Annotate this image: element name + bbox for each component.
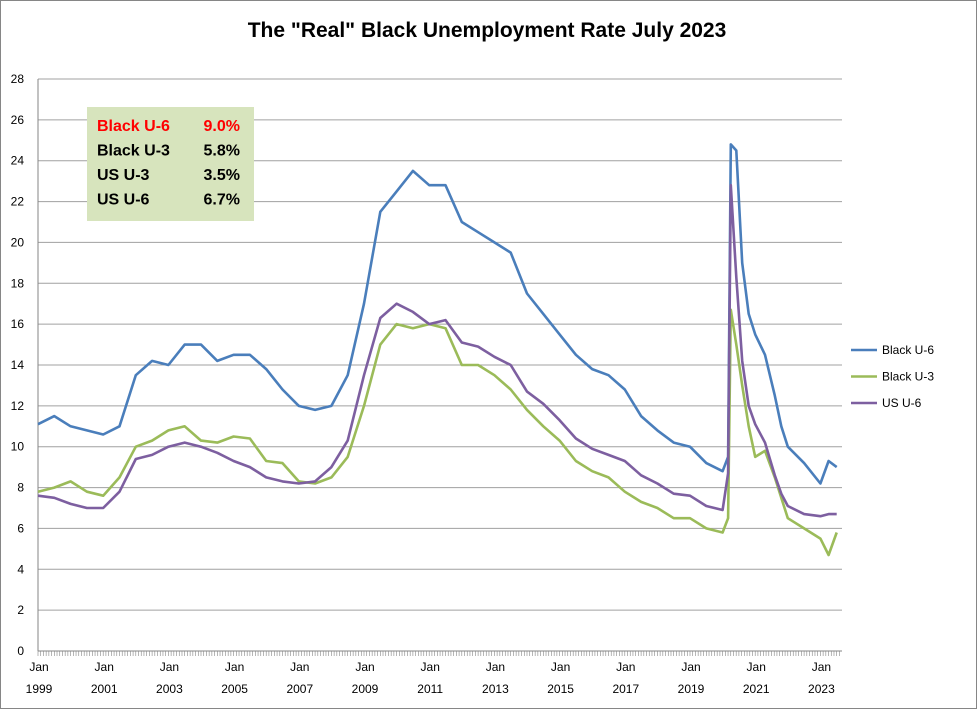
x-tick-label: Jan <box>29 660 48 674</box>
y-tick-label: 16 <box>11 317 25 331</box>
x-tick-label: 2015 <box>547 682 574 696</box>
series-line-us-u-6 <box>37 183 837 518</box>
y-tick-label: 18 <box>11 276 25 290</box>
x-tick-label: 2001 <box>91 682 118 696</box>
x-tick-label: Jan <box>747 660 766 674</box>
annotation-label: Black U-3 <box>97 143 170 160</box>
x-tick-label: Jan <box>225 660 244 674</box>
legend-label: Black U-3 <box>882 370 934 384</box>
x-tick-label: 2013 <box>482 682 509 696</box>
x-tick-label: 2023 <box>808 682 835 696</box>
legend-label: US U-6 <box>882 396 922 410</box>
x-tick-label: 2007 <box>286 682 313 696</box>
annotation-box: Black U-6 9.0% Black U-3 5.8% US U-3 3.5% US U… <box>87 107 254 221</box>
x-tick-label: Jan <box>681 660 700 674</box>
y-tick-label: 8 <box>17 481 24 495</box>
x-tick-label: Jan <box>355 660 374 674</box>
x-tick-label: 1999 <box>26 682 53 696</box>
x-tick-label: 2011 <box>417 682 443 696</box>
x-tick-label: Jan <box>616 660 635 674</box>
y-tick-label: 6 <box>17 521 24 535</box>
chart-title: The "Real" Black Unemployment Rate July … <box>248 19 727 42</box>
y-tick-label: 12 <box>11 399 25 413</box>
legend: Black U-6 Black U-3 US U-6 <box>851 343 934 410</box>
y-tick-label: 10 <box>11 440 25 454</box>
annotation-label: US U-3 <box>97 167 150 184</box>
annotation-value: 6.7% <box>204 192 240 209</box>
annotation-value: 9.0% <box>204 118 240 135</box>
annotation-label: US U-6 <box>97 192 150 209</box>
x-axis: Jan 1999 Jan 2001 Jan 2003 Jan 2005 Jan 2007 Jan 20… <box>26 650 842 696</box>
x-tick-label: 2005 <box>221 682 248 696</box>
legend-label: Black U-6 <box>882 343 934 357</box>
x-tick-label: 2021 <box>743 682 770 696</box>
x-tick-label: 2009 <box>352 682 379 696</box>
y-tick-label: 24 <box>11 154 25 168</box>
x-tick-label: Jan <box>421 660 440 674</box>
x-tick-label: Jan <box>486 660 505 674</box>
y-tick-label: 4 <box>17 562 24 576</box>
annotation-label: Black U-6 <box>97 118 170 135</box>
x-tick-label: 2019 <box>678 682 705 696</box>
annotation-value: 3.5% <box>204 167 240 184</box>
x-tick-label: 2003 <box>156 682 183 696</box>
y-tick-label: 0 <box>17 644 24 658</box>
x-tick-label: Jan <box>160 660 179 674</box>
x-tick-label: 2017 <box>612 682 639 696</box>
annotation-box-bg <box>87 107 254 221</box>
series-line-black-u-3 <box>37 308 838 557</box>
y-tick-label: 22 <box>11 195 25 209</box>
y-tick-label: 2 <box>17 603 24 617</box>
y-tick-label: 20 <box>11 235 25 249</box>
x-tick-label: Jan <box>290 660 309 674</box>
y-tick-label: 28 <box>11 72 25 86</box>
series-line-black-u-6 <box>37 143 838 485</box>
y-tick-label: 14 <box>11 358 25 372</box>
annotation-value: 5.8% <box>204 143 240 160</box>
x-tick-label: Jan <box>812 660 831 674</box>
series-lines <box>37 143 838 557</box>
x-tick-label: Jan <box>551 660 570 674</box>
x-tick-label: Jan <box>95 660 114 674</box>
y-tick-label: 26 <box>11 113 25 127</box>
